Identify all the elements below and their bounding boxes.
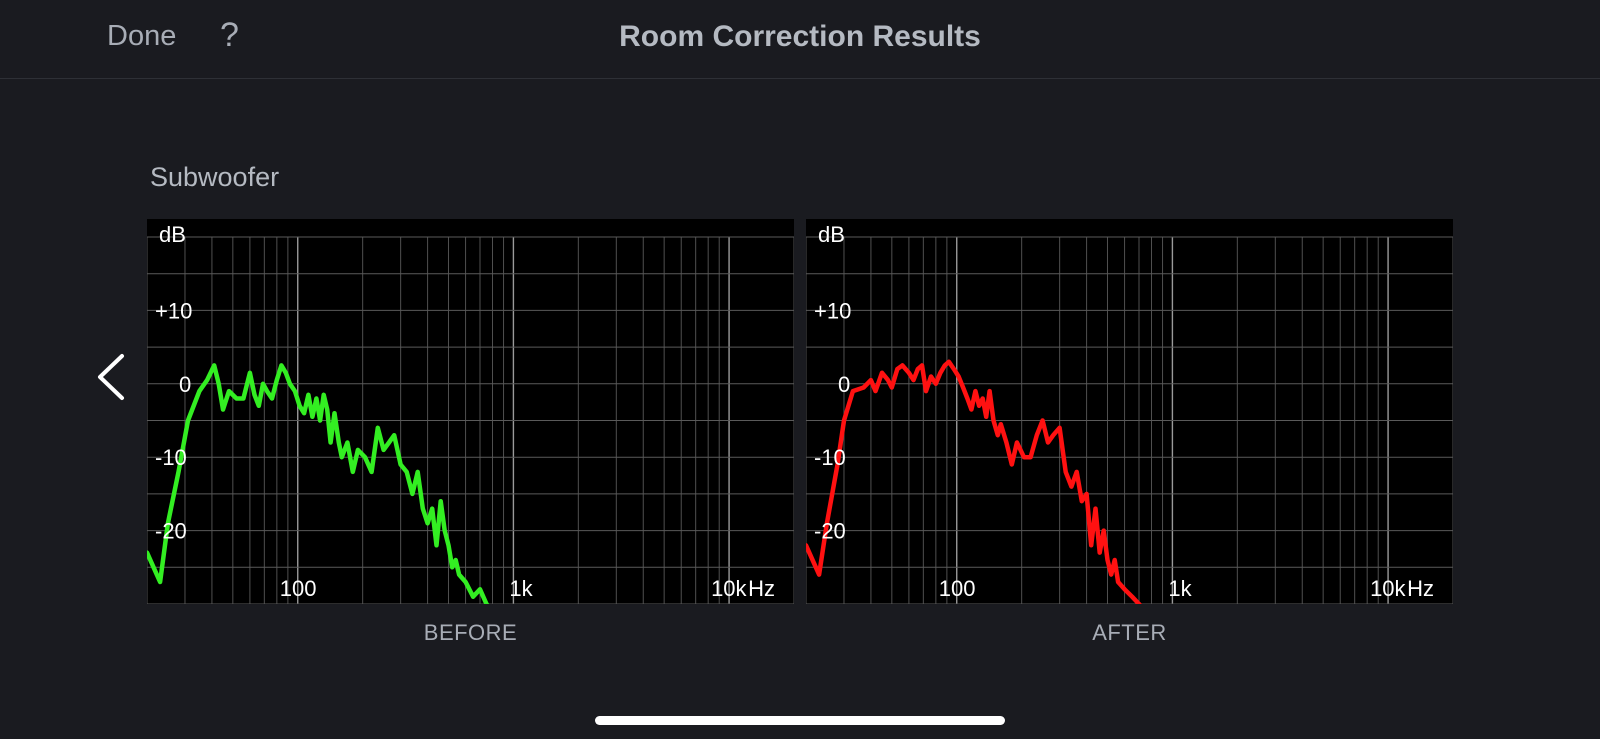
before-x-tick-label: 1k	[509, 576, 533, 601]
chart-after: dB +10 0 -10 -20 100 1k 10k Hz	[806, 219, 1453, 604]
done-button[interactable]: Done	[107, 20, 177, 52]
after-y-tick-label: -20	[814, 519, 846, 544]
after-chart-svg: dB +10 0 -10 -20 100 1k 10k Hz	[806, 222, 1453, 604]
before-x-unit-label: Hz	[748, 576, 775, 601]
after-caption: AFTER	[1092, 620, 1167, 645]
after-y-unit-label: dB	[818, 222, 845, 247]
before-chart-svg: dB +10 0 -10 -20 100 1k 10k Hz	[147, 222, 794, 604]
before-x-tick-label: 10k	[711, 576, 747, 601]
before-response-curve	[147, 363, 490, 604]
after-response-curve	[806, 359, 1143, 604]
section-label: Subwoofer	[150, 162, 280, 192]
after-y-tick-label: +10	[814, 298, 851, 323]
after-x-unit-label: Hz	[1407, 576, 1434, 601]
chevron-left-icon	[98, 354, 124, 400]
help-button[interactable]: ?	[220, 16, 239, 54]
page-title: Room Correction Results	[619, 20, 981, 53]
home-indicator	[595, 716, 1005, 725]
chart-before: dB +10 0 -10 -20 100 1k 10k Hz	[147, 219, 794, 604]
before-x-tick-label: 100	[280, 576, 317, 601]
before-grid	[147, 236, 794, 604]
before-y-tick-label: 0	[179, 372, 191, 397]
after-x-tick-label: 100	[939, 576, 976, 601]
back-button[interactable]	[92, 352, 132, 402]
after-x-tick-label: 1k	[1168, 576, 1192, 601]
before-y-unit-label: dB	[159, 222, 186, 247]
after-y-tick-label: 0	[838, 372, 850, 397]
after-grid	[806, 236, 1453, 604]
before-caption: BEFORE	[423, 620, 518, 645]
before-y-tick-label: -10	[155, 445, 187, 470]
before-y-tick-label: +10	[155, 298, 192, 323]
before-y-tick-label: -20	[155, 519, 187, 544]
after-y-tick-label: -10	[814, 445, 846, 470]
after-x-tick-label: 10k	[1370, 576, 1406, 601]
nav-bar: Done ? Room Correction Results	[0, 0, 1600, 79]
